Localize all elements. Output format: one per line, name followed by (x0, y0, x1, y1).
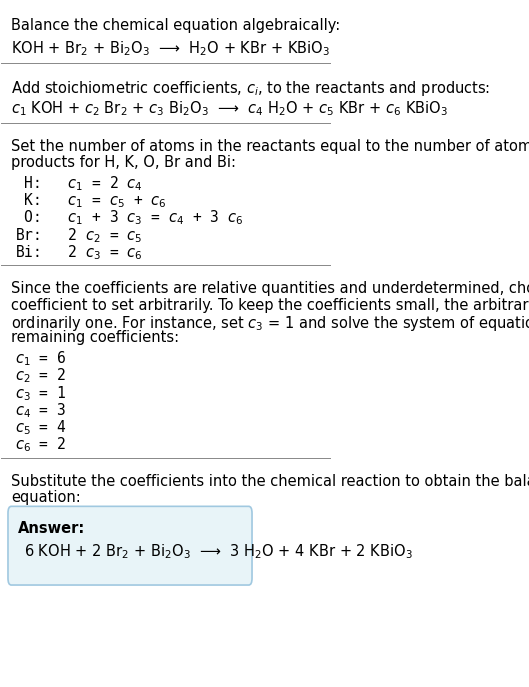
Text: Set the number of atoms in the reactants equal to the number of atoms in the: Set the number of atoms in the reactants… (11, 139, 529, 154)
Text: Balance the chemical equation algebraically:: Balance the chemical equation algebraica… (11, 19, 341, 34)
Text: Answer:: Answer: (18, 521, 85, 537)
Text: $c_1$ KOH + $c_2$ Br$_2$ + $c_3$ Bi$_2$O$_3$  ⟶  $c_4$ H$_2$O + $c_5$ KBr + $c_6: $c_1$ KOH + $c_2$ Br$_2$ + $c_3$ Bi$_2$O… (11, 99, 449, 118)
Text: $c_6$ = 2: $c_6$ = 2 (15, 435, 66, 454)
Text: $c_1$ = 6: $c_1$ = 6 (15, 350, 66, 368)
Text: $c_5$ = 4: $c_5$ = 4 (15, 418, 66, 437)
Text: ordinarily one. For instance, set $c_3$ = 1 and solve the system of equations fo: ordinarily one. For instance, set $c_3$ … (11, 314, 529, 333)
Text: products for H, K, O, Br and Bi:: products for H, K, O, Br and Bi: (11, 155, 236, 170)
Text: Since the coefficients are relative quantities and underdetermined, choose a: Since the coefficients are relative quan… (11, 281, 529, 296)
Text: $c_3$ = 1: $c_3$ = 1 (15, 384, 66, 403)
Text: Substitute the coefficients into the chemical reaction to obtain the balanced: Substitute the coefficients into the che… (11, 473, 529, 488)
Text: K:   $c_1$ = $c_5$ + $c_6$: K: $c_1$ = $c_5$ + $c_6$ (15, 192, 166, 210)
Text: Add stoichiometric coefficients, $c_i$, to the reactants and products:: Add stoichiometric coefficients, $c_i$, … (11, 79, 490, 98)
Text: O:   $c_1$ + 3 $c_3$ = $c_4$ + 3 $c_6$: O: $c_1$ + 3 $c_3$ = $c_4$ + 3 $c_6$ (15, 209, 243, 227)
Text: 6 KOH + 2 Br$_2$ + Bi$_2$O$_3$  ⟶  3 H$_2$O + 4 KBr + 2 KBiO$_3$: 6 KOH + 2 Br$_2$ + Bi$_2$O$_3$ ⟶ 3 H$_2$… (24, 542, 413, 561)
Text: H:   $c_1$ = 2 $c_4$: H: $c_1$ = 2 $c_4$ (15, 174, 142, 193)
FancyBboxPatch shape (8, 506, 252, 585)
Text: equation:: equation: (11, 490, 81, 505)
Text: remaining coefficients:: remaining coefficients: (11, 330, 179, 346)
Text: coefficient to set arbitrarily. To keep the coefficients small, the arbitrary va: coefficient to set arbitrarily. To keep … (11, 297, 529, 313)
Text: $c_2$ = 2: $c_2$ = 2 (15, 367, 66, 385)
Text: $c_4$ = 3: $c_4$ = 3 (15, 401, 66, 420)
Text: Bi:   2 $c_3$ = $c_6$: Bi: 2 $c_3$ = $c_6$ (15, 243, 142, 262)
Text: KOH + Br$_2$ + Bi$_2$O$_3$  ⟶  H$_2$O + KBr + KBiO$_3$: KOH + Br$_2$ + Bi$_2$O$_3$ ⟶ H$_2$O + KB… (11, 39, 331, 58)
Text: Br:   2 $c_2$ = $c_5$: Br: 2 $c_2$ = $c_5$ (15, 226, 142, 245)
